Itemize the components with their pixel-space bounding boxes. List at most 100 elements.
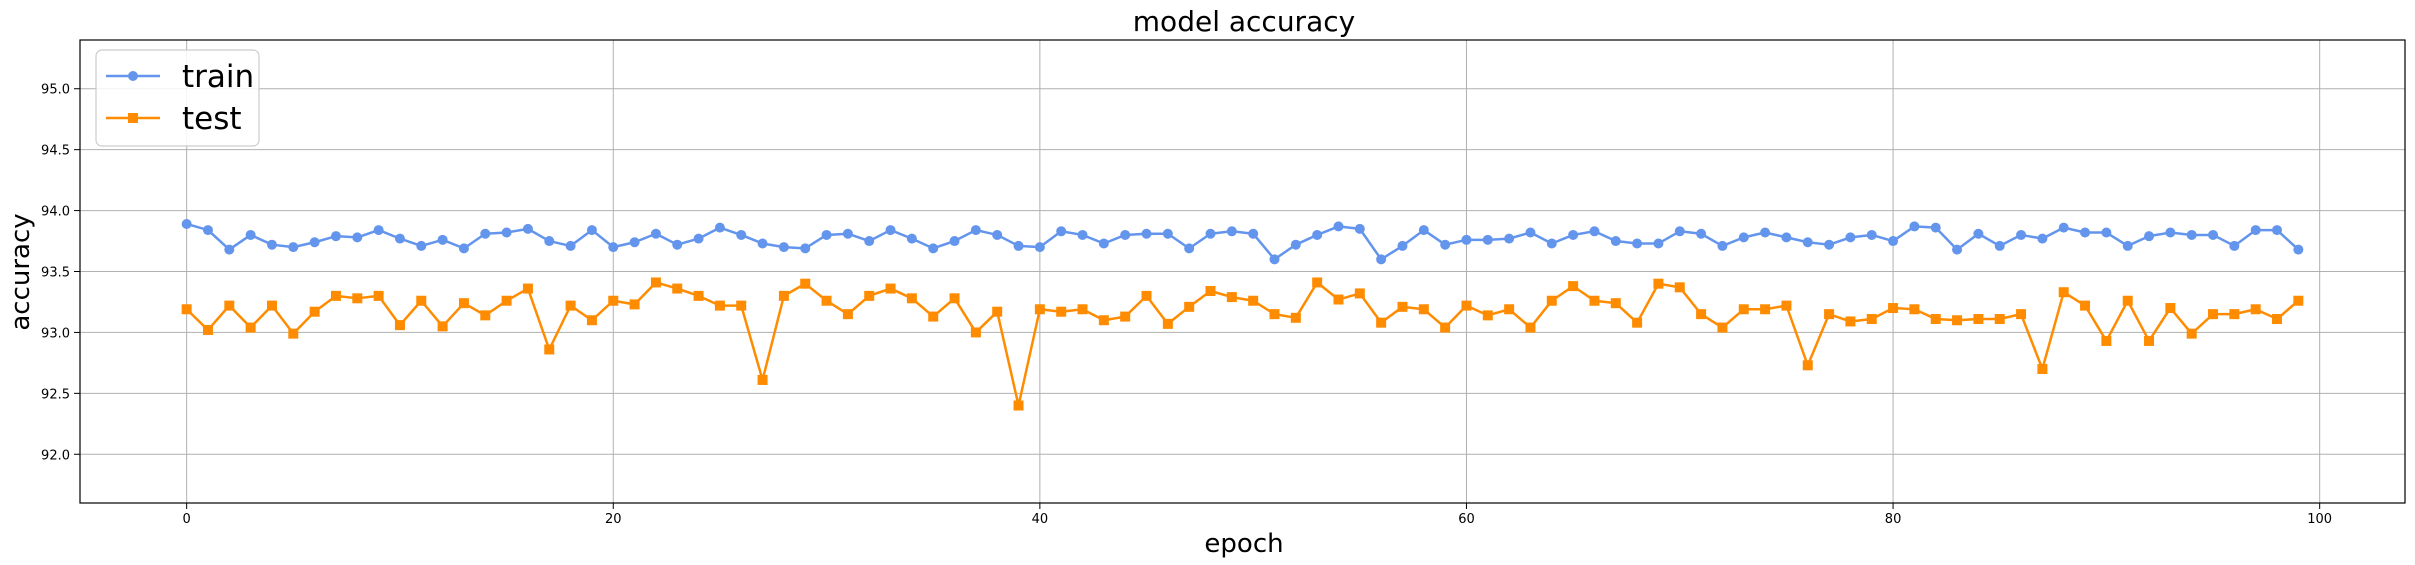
- test-point: [266, 300, 277, 311]
- train-point: [1866, 229, 1877, 240]
- series-test: [181, 277, 2304, 411]
- test-point: [757, 374, 768, 385]
- test-point: [800, 278, 811, 289]
- train-point: [1440, 239, 1451, 250]
- legend-train-marker: [128, 71, 138, 81]
- train-point: [2080, 227, 2091, 238]
- test-point: [1290, 312, 1301, 323]
- train-point: [330, 231, 341, 242]
- legend-test-marker: [128, 113, 138, 123]
- train-point: [1461, 234, 1472, 245]
- test-point: [650, 277, 661, 288]
- test-point: [1333, 294, 1344, 305]
- test-point: [2186, 328, 2197, 339]
- train-point: [202, 225, 213, 236]
- train-point: [1418, 225, 1429, 236]
- train-point: [1504, 233, 1515, 244]
- train-line: [186, 222, 2300, 261]
- test-point: [1162, 318, 1173, 329]
- train-point: [970, 225, 981, 236]
- train-point: [1738, 232, 1749, 243]
- train-point: [2016, 229, 2027, 240]
- test-point: [458, 298, 469, 309]
- train-point: [736, 229, 747, 240]
- train-point: [1632, 238, 1643, 249]
- test-point: [480, 310, 491, 321]
- test-point: [1781, 300, 1792, 311]
- train-point: [1717, 240, 1728, 251]
- test-point: [1930, 314, 1941, 325]
- train-point: [1184, 243, 1195, 254]
- test-point: [1312, 277, 1323, 288]
- test-point: [1546, 295, 1557, 306]
- train-point: [1696, 228, 1707, 239]
- train-point: [224, 244, 235, 255]
- test-point: [1248, 295, 1259, 306]
- train-point: [1610, 236, 1621, 247]
- test-point: [2101, 335, 2112, 346]
- legend: train test: [95, 49, 260, 147]
- train-point: [885, 225, 896, 236]
- train-point: [1162, 228, 1173, 239]
- train-point: [501, 227, 512, 238]
- train-point: [373, 225, 384, 236]
- test-point: [1440, 322, 1451, 333]
- test-point: [288, 328, 299, 339]
- test-point: [842, 309, 853, 320]
- train-point: [1248, 228, 1259, 239]
- train-point: [458, 243, 469, 254]
- train-point: [1312, 229, 1323, 240]
- train-point: [650, 228, 661, 239]
- train-point: [949, 236, 960, 247]
- test-point: [522, 283, 533, 294]
- train-point: [2058, 222, 2069, 233]
- train-point: [1589, 226, 1600, 237]
- plot-frame: [79, 39, 2406, 504]
- train-point: [1760, 227, 1771, 238]
- train-point: [1994, 240, 2005, 251]
- test-point: [608, 295, 619, 306]
- train-point: [266, 239, 277, 250]
- test-point: [629, 299, 640, 310]
- test-point: [1973, 314, 1984, 325]
- test-line: [185, 281, 2300, 407]
- test-point: [821, 295, 832, 306]
- test-point: [1376, 317, 1387, 328]
- train-point: [2037, 233, 2048, 244]
- train-point: [565, 240, 576, 251]
- test-point: [1226, 292, 1237, 303]
- test-point: [1866, 314, 1877, 325]
- test-point: [1674, 282, 1685, 293]
- train-point: [1952, 244, 1963, 255]
- test-point: [1802, 360, 1813, 371]
- train-point: [693, 233, 704, 244]
- train-point: [2250, 225, 2261, 236]
- test-point: [1888, 303, 1899, 314]
- train-point: [480, 228, 491, 239]
- test-point: [330, 290, 341, 301]
- train-point: [1226, 226, 1237, 237]
- train-point: [778, 242, 789, 253]
- test-point: [1589, 295, 1600, 306]
- legend-test-label: test: [182, 101, 242, 137]
- y-tick-label: 94.5: [41, 144, 70, 159]
- test-point: [2272, 314, 2283, 325]
- train-point: [1888, 236, 1899, 247]
- test-point: [1994, 314, 2005, 325]
- train-point: [1077, 229, 1088, 240]
- x-tick-label: 80: [1885, 512, 1902, 527]
- train-point: [992, 229, 1003, 240]
- test-point: [1610, 298, 1621, 309]
- train-point: [629, 237, 640, 248]
- train-point: [1546, 238, 1557, 249]
- train-point: [757, 238, 768, 249]
- test-point: [1098, 315, 1109, 326]
- test-point: [1461, 300, 1472, 311]
- test-point: [2016, 309, 2027, 320]
- test-point: [1184, 301, 1195, 312]
- test-point: [864, 290, 875, 301]
- test-point: [245, 322, 256, 333]
- test-point: [693, 290, 704, 301]
- series-train: [181, 218, 2304, 265]
